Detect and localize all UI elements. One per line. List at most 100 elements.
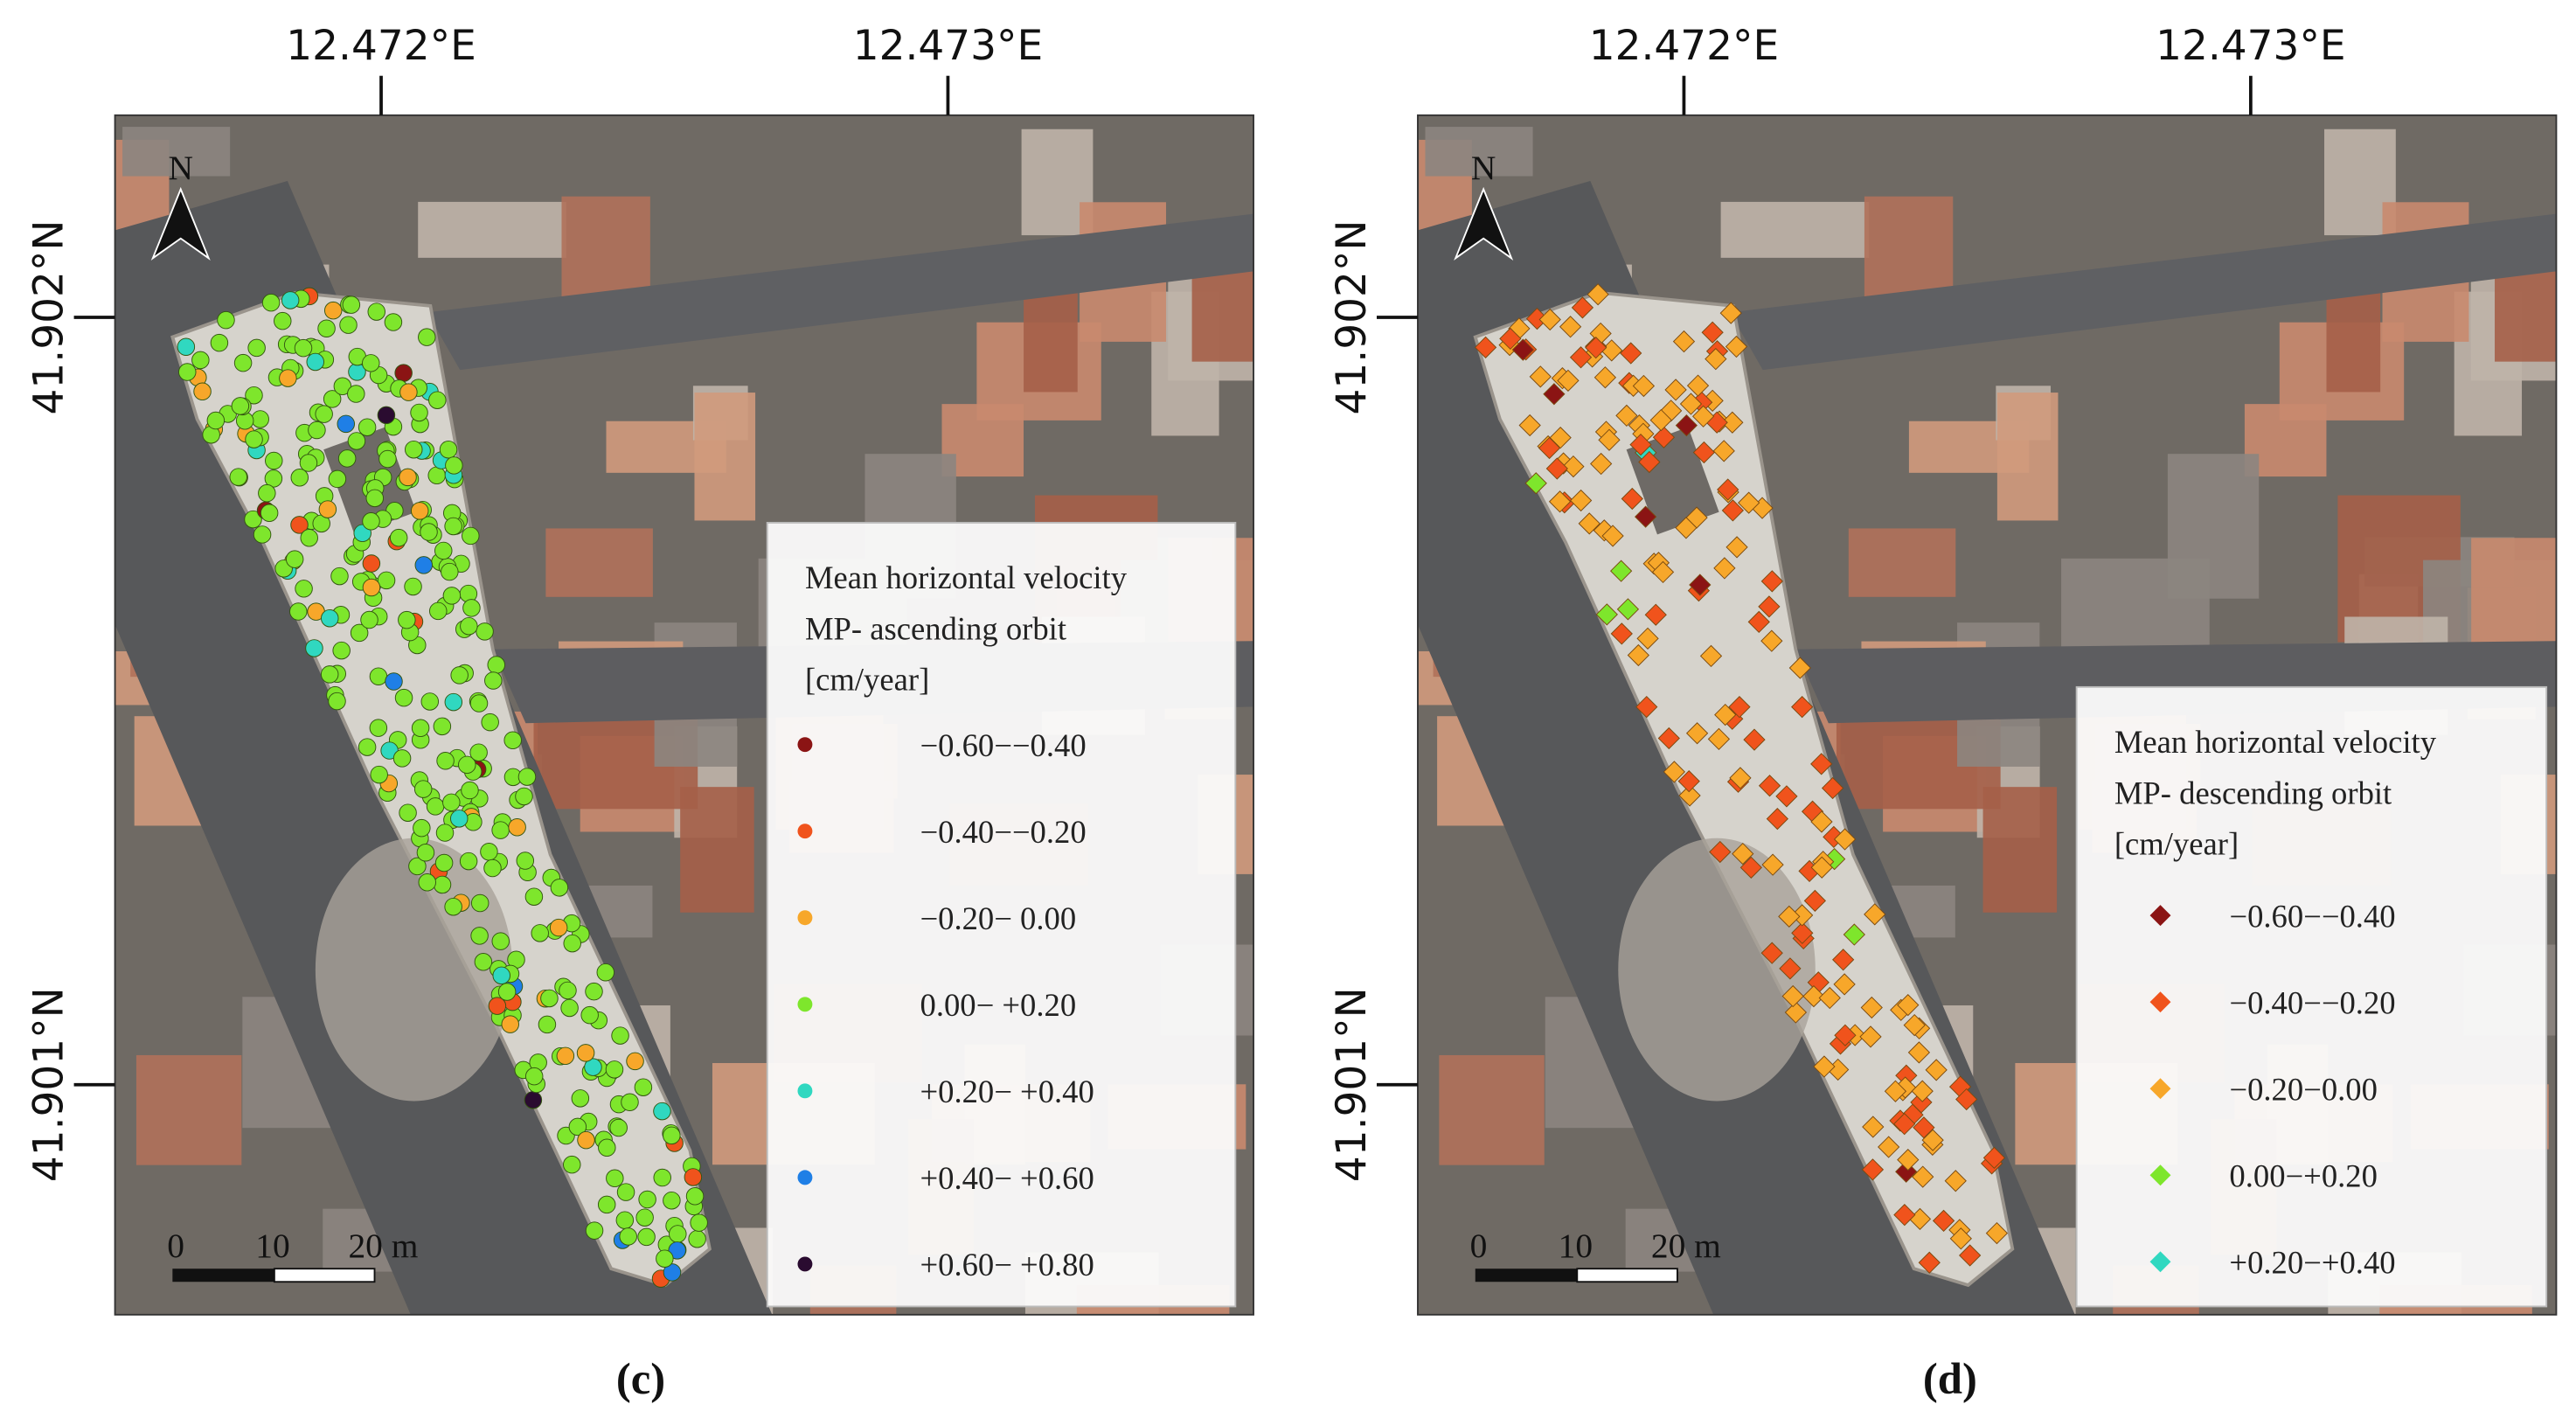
mp-point (1557, 369, 1580, 392)
scale-label: 10 (255, 1227, 289, 1265)
mp-point (571, 1089, 590, 1108)
roof (418, 201, 566, 258)
mp-point (1620, 342, 1642, 365)
mp-point (1810, 810, 1833, 833)
mp-point (429, 601, 448, 621)
mp-point (1897, 993, 1920, 1017)
mp-point (435, 824, 455, 842)
legend-box (2075, 685, 2548, 1308)
mp-point (516, 852, 535, 870)
dome (1618, 838, 1816, 1102)
mp-point (1758, 775, 1781, 797)
mp-point (1760, 629, 1783, 652)
mp-point (1598, 428, 1621, 451)
mp-point (524, 1090, 543, 1109)
mp-point (399, 383, 418, 401)
mp-point (413, 818, 431, 838)
mp-point (663, 1263, 682, 1282)
mp-point (321, 608, 339, 628)
mp-point (1893, 1204, 1916, 1227)
mp-point (439, 440, 458, 459)
mp-point (1955, 1088, 1978, 1111)
mp-point (1728, 696, 1751, 719)
mp-point (605, 1060, 624, 1079)
mp-point (1675, 517, 1698, 539)
mp-point (427, 466, 446, 485)
mp-point (260, 504, 279, 523)
scale-label: 10 (1559, 1227, 1593, 1265)
legend-box (766, 521, 1237, 1308)
mp-point (488, 997, 507, 1015)
mp-point (461, 781, 479, 800)
mp-point (1590, 452, 1613, 476)
mp-point (450, 810, 469, 828)
mp-point (656, 1249, 674, 1268)
mp-point (1638, 450, 1661, 474)
mp-point (638, 1190, 656, 1209)
mp-point (1525, 307, 1549, 330)
mp-point (1791, 904, 1814, 927)
mp-point (1664, 379, 1687, 401)
mp-point (394, 364, 413, 382)
mp-point (231, 397, 250, 415)
mp-point (1663, 761, 1685, 783)
legend-title: [cm/year] (2114, 826, 2239, 862)
legend-label: −0.40−−0.20 (2229, 984, 2395, 1020)
roof (2167, 454, 2260, 599)
roof (694, 393, 756, 521)
north-arrow (1454, 186, 1514, 261)
legend-marker (797, 737, 813, 753)
mp-point (1571, 296, 1594, 319)
mp-point (1594, 366, 1617, 389)
mp-point (1803, 889, 1827, 913)
mp-point (616, 1183, 635, 1201)
mp-point (377, 571, 396, 590)
mp-point (1649, 408, 1672, 432)
lat-label: 41.901°N (24, 987, 73, 1182)
mp-point (1738, 491, 1760, 514)
mp-point (1932, 1209, 1955, 1233)
mp-point (1632, 374, 1656, 398)
roof (561, 196, 650, 299)
mp-point (442, 587, 462, 605)
mp-point (1585, 337, 1607, 359)
mp-point (414, 556, 434, 574)
mp-point (1810, 856, 1833, 879)
mp-point (1949, 1227, 1972, 1250)
mp-point (410, 403, 428, 422)
legend-marker (797, 1170, 813, 1185)
mp-point (1912, 1165, 1934, 1188)
legend-label: −0.60−−0.40 (2229, 898, 2395, 934)
scale-black (172, 1269, 274, 1282)
mp-point (285, 550, 304, 568)
roof (1864, 196, 1954, 299)
mp-point (1864, 903, 1886, 926)
mp-point (405, 440, 423, 459)
mp-point (515, 787, 533, 806)
mp-point (576, 1044, 595, 1062)
mp-point (323, 301, 343, 320)
lon-label: 12.473°E (2156, 22, 2346, 70)
mp-point (233, 353, 253, 372)
legend-title: Mean horizontal velocity (805, 560, 1128, 595)
mp-point (619, 1227, 637, 1246)
mp-point (1739, 856, 1762, 879)
mp-point (365, 489, 385, 508)
mp-point (597, 1195, 616, 1214)
mp-point (1652, 426, 1676, 448)
mp-point (1781, 984, 1804, 1008)
mp-point (399, 468, 417, 487)
legend-label: −0.40−−0.20 (920, 814, 1087, 850)
mp-point (476, 622, 494, 641)
mp-point (1714, 703, 1737, 726)
mp-point (1760, 570, 1783, 593)
mp-point (392, 749, 412, 768)
mp-point (1679, 393, 1703, 415)
mp-point (637, 1227, 656, 1247)
mp-point (1913, 1116, 1935, 1139)
mp-point (1548, 490, 1572, 513)
mp-point (1524, 472, 1547, 495)
mp-point (306, 352, 324, 372)
mp-point (621, 1093, 639, 1111)
mp-point (1705, 348, 1727, 371)
